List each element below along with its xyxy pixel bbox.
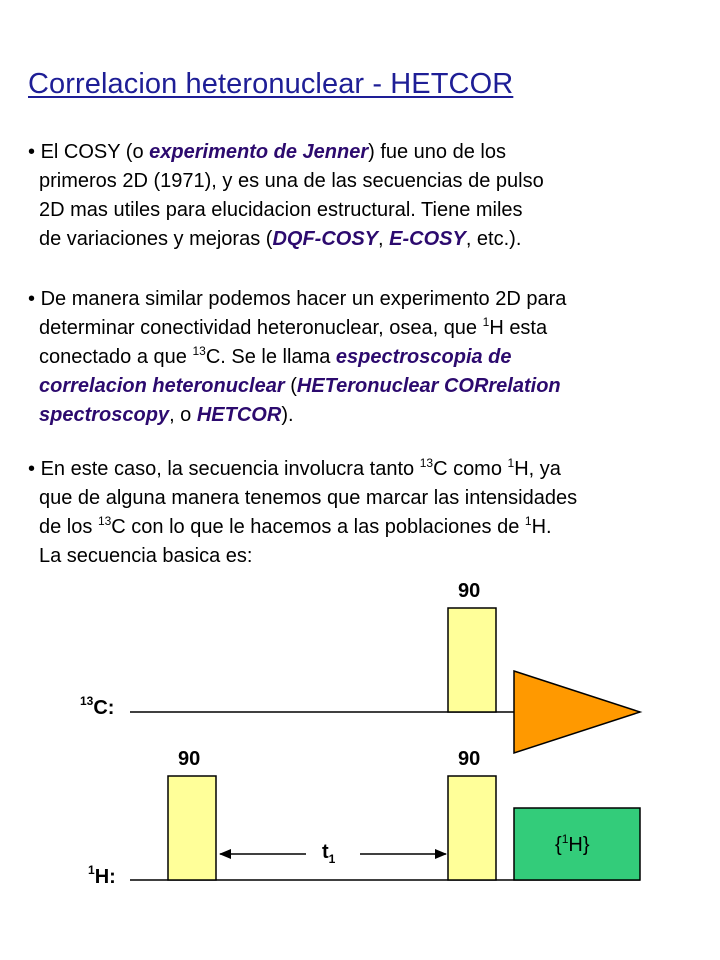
- proton-pulse-label-second: 90: [458, 748, 481, 770]
- decoupling-label: {1H}: [555, 832, 590, 856]
- proton-pulse-90-second: [447, 775, 497, 881]
- bullet: •: [28, 458, 36, 480]
- t1-label: t1: [322, 841, 336, 866]
- carbon-channel-label: 13C:: [80, 694, 115, 719]
- proton-pulse-label-first: 90: [178, 748, 201, 770]
- fid-acquisition-triangle: [513, 669, 643, 755]
- bullet: •: [28, 288, 36, 310]
- carbon-pulse-90: [447, 607, 497, 713]
- carbon-pulse-label: 90: [458, 580, 481, 602]
- proton-pulse-90-first: [167, 775, 217, 881]
- page-title: Correlacion heteronuclear - HETCOR: [28, 68, 514, 100]
- paragraph-sequence: • En este caso, la secuencia involucra t…: [28, 456, 578, 567]
- bullet: •: [28, 141, 36, 163]
- proton-channel-label: 1H:: [88, 863, 116, 888]
- paragraph-cosy: • El COSY (o experimento de Jenner) fue …: [28, 141, 544, 250]
- paragraph-hetcor: • De manera similar podemos hacer un exp…: [28, 288, 567, 426]
